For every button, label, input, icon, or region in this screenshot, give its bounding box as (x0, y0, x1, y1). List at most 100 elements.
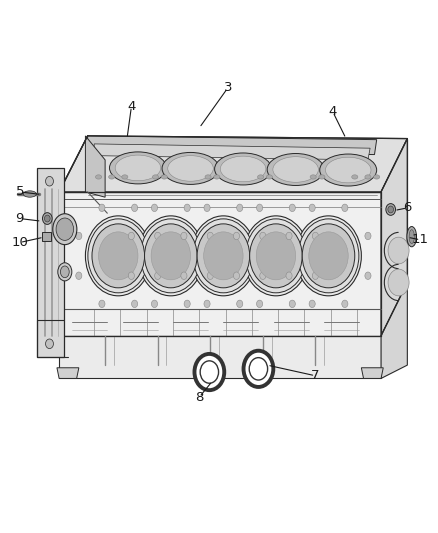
Ellipse shape (92, 224, 145, 288)
Ellipse shape (365, 232, 371, 240)
Ellipse shape (76, 272, 82, 279)
Ellipse shape (204, 204, 210, 212)
Ellipse shape (42, 213, 52, 224)
Ellipse shape (296, 216, 361, 296)
Ellipse shape (184, 204, 190, 212)
Ellipse shape (110, 152, 166, 184)
Ellipse shape (99, 300, 105, 308)
Ellipse shape (131, 204, 138, 212)
Ellipse shape (141, 219, 201, 293)
Ellipse shape (95, 175, 102, 179)
Ellipse shape (214, 175, 220, 179)
Ellipse shape (205, 175, 211, 179)
Ellipse shape (197, 224, 250, 288)
Ellipse shape (257, 300, 263, 308)
Ellipse shape (267, 154, 324, 185)
Polygon shape (361, 368, 383, 378)
Polygon shape (381, 282, 407, 378)
Ellipse shape (237, 204, 243, 212)
Ellipse shape (194, 354, 224, 390)
Ellipse shape (155, 232, 161, 240)
Ellipse shape (44, 215, 50, 222)
Ellipse shape (152, 300, 158, 308)
Text: 10: 10 (11, 236, 28, 249)
Ellipse shape (386, 204, 396, 215)
Ellipse shape (162, 152, 219, 184)
Text: 4: 4 (127, 100, 136, 113)
Ellipse shape (193, 219, 254, 293)
Ellipse shape (151, 232, 191, 280)
Ellipse shape (88, 219, 148, 293)
Polygon shape (381, 139, 407, 336)
Ellipse shape (56, 218, 74, 240)
Polygon shape (85, 136, 105, 197)
Ellipse shape (128, 232, 134, 240)
Ellipse shape (128, 272, 134, 279)
Ellipse shape (237, 300, 243, 308)
Ellipse shape (122, 175, 128, 179)
Ellipse shape (58, 263, 72, 281)
Ellipse shape (257, 204, 263, 212)
Ellipse shape (200, 361, 219, 383)
Ellipse shape (388, 237, 409, 264)
Ellipse shape (181, 232, 187, 240)
Polygon shape (94, 144, 370, 160)
Ellipse shape (258, 175, 264, 179)
Ellipse shape (233, 232, 240, 240)
Ellipse shape (352, 175, 358, 179)
Ellipse shape (250, 224, 302, 288)
Text: 3: 3 (223, 82, 232, 94)
Ellipse shape (310, 175, 316, 179)
Ellipse shape (266, 175, 272, 179)
Ellipse shape (298, 219, 359, 293)
Ellipse shape (319, 175, 325, 179)
Ellipse shape (256, 232, 296, 280)
Ellipse shape (289, 300, 295, 308)
Ellipse shape (388, 269, 409, 296)
Ellipse shape (286, 272, 292, 279)
Ellipse shape (204, 300, 210, 308)
Ellipse shape (273, 157, 318, 182)
Ellipse shape (309, 300, 315, 308)
Ellipse shape (23, 191, 36, 197)
Ellipse shape (312, 272, 318, 279)
Ellipse shape (260, 232, 266, 240)
Ellipse shape (342, 300, 348, 308)
Ellipse shape (374, 175, 380, 179)
Ellipse shape (407, 227, 417, 247)
Ellipse shape (289, 204, 295, 212)
Ellipse shape (53, 214, 77, 245)
Ellipse shape (309, 232, 348, 280)
Ellipse shape (204, 232, 243, 280)
Ellipse shape (85, 216, 151, 296)
Ellipse shape (215, 153, 272, 185)
Ellipse shape (152, 175, 159, 179)
Ellipse shape (99, 232, 138, 280)
Polygon shape (57, 368, 79, 378)
Ellipse shape (244, 351, 273, 387)
Ellipse shape (46, 176, 53, 186)
Ellipse shape (325, 157, 371, 183)
Ellipse shape (109, 175, 115, 179)
Polygon shape (59, 136, 407, 192)
Ellipse shape (46, 339, 53, 349)
Ellipse shape (365, 272, 371, 279)
Polygon shape (59, 192, 381, 336)
Ellipse shape (309, 204, 315, 212)
Ellipse shape (243, 216, 309, 296)
Text: 4: 4 (328, 106, 337, 118)
Ellipse shape (155, 272, 161, 279)
Polygon shape (59, 336, 381, 378)
Ellipse shape (207, 272, 213, 279)
Ellipse shape (138, 216, 204, 296)
Text: 11: 11 (412, 233, 429, 246)
Ellipse shape (342, 204, 348, 212)
Ellipse shape (76, 232, 82, 240)
Ellipse shape (191, 216, 256, 296)
Ellipse shape (168, 156, 213, 181)
Text: 5: 5 (15, 185, 24, 198)
Text: 8: 8 (195, 391, 204, 403)
Ellipse shape (181, 272, 187, 279)
Ellipse shape (286, 232, 292, 240)
Ellipse shape (249, 358, 268, 380)
